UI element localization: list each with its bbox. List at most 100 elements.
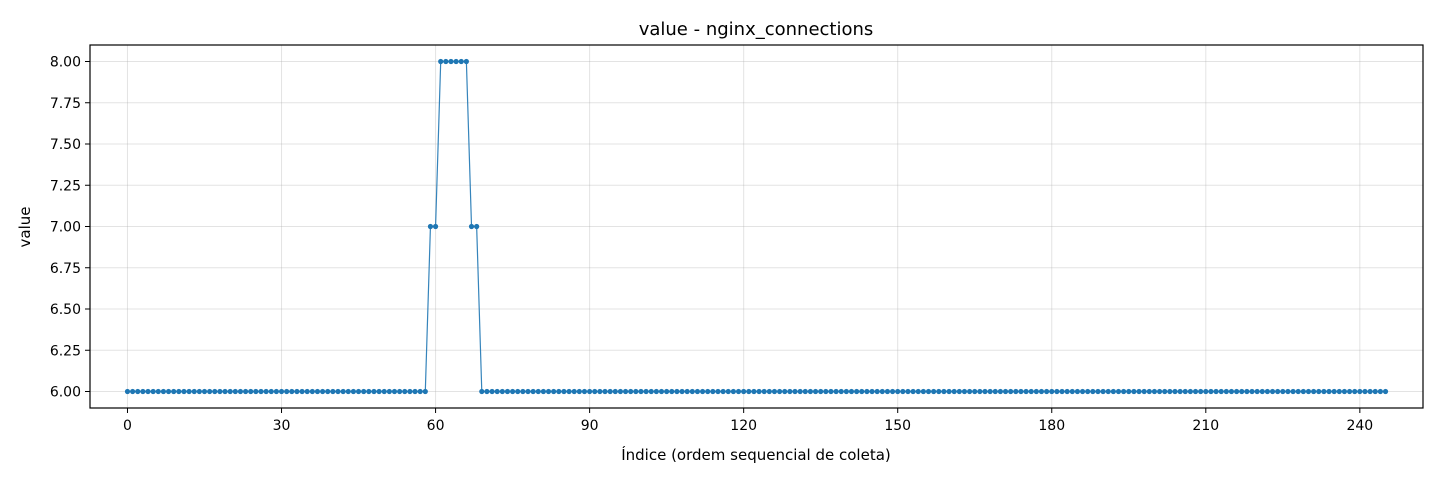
data-point (494, 388, 500, 395)
data-point (509, 388, 516, 395)
x-tick-label: 0 (123, 418, 132, 434)
data-point (1228, 388, 1235, 395)
data-point (592, 388, 598, 395)
data-point (1110, 388, 1116, 395)
data-point (551, 388, 557, 395)
data-point (648, 388, 654, 395)
data-point (961, 388, 968, 395)
data-point (284, 388, 290, 395)
data-point (191, 388, 197, 395)
x-tick-label: 210 (1192, 418, 1219, 434)
data-point (895, 388, 901, 395)
data-point (797, 388, 803, 395)
data-point (1172, 388, 1178, 395)
data-point (289, 388, 295, 395)
data-point (1285, 388, 1291, 395)
data-point (941, 388, 947, 395)
data-point (643, 388, 649, 395)
data-point (222, 388, 228, 395)
data-point (1305, 388, 1312, 395)
data-point (412, 388, 418, 395)
data-point (140, 388, 146, 395)
data-point (381, 388, 387, 395)
data-point (1105, 388, 1111, 395)
data-point (1028, 388, 1034, 395)
data-point (915, 388, 921, 395)
data-point (432, 223, 439, 230)
data-point (1162, 388, 1168, 395)
data-point (258, 388, 264, 395)
data-point (699, 388, 706, 395)
data-point (355, 388, 362, 395)
data-point (1382, 388, 1389, 395)
data-point (391, 388, 398, 395)
data-point (1295, 388, 1301, 395)
data-point (540, 388, 547, 395)
data-point (1269, 388, 1276, 395)
data-point (823, 388, 829, 395)
data-point (212, 388, 218, 395)
data-point (1192, 388, 1199, 395)
data-point (299, 388, 305, 395)
data-point (997, 388, 1004, 395)
data-point (982, 388, 988, 395)
data-point (237, 388, 244, 395)
data-point (658, 388, 665, 395)
data-point (1054, 388, 1060, 395)
data-point (602, 388, 608, 395)
chart-title: value - nginx_connections (639, 19, 874, 40)
y-tick-label: 7.00 (50, 220, 81, 236)
x-tick-label: 180 (1038, 418, 1065, 434)
data-point (407, 388, 413, 395)
data-point (135, 388, 141, 395)
data-point (905, 388, 911, 395)
x-tick-label: 30 (273, 418, 291, 434)
y-tick-label: 8.00 (50, 55, 81, 71)
data-point (340, 388, 346, 395)
data-point (1213, 388, 1219, 395)
data-point (766, 388, 772, 395)
data-point (176, 388, 182, 395)
y-tick-label: 6.50 (50, 302, 81, 318)
data-point (320, 388, 326, 395)
x-tick-label: 120 (730, 418, 757, 434)
data-point (1218, 388, 1224, 395)
data-point (920, 388, 926, 395)
data-point (1059, 388, 1065, 395)
data-point (633, 388, 639, 395)
data-point (474, 223, 480, 230)
data-point (1259, 388, 1265, 395)
data-point (1254, 388, 1260, 395)
data-point (366, 388, 372, 395)
data-point (1033, 388, 1039, 395)
data-point (777, 388, 783, 395)
data-point (972, 388, 978, 395)
data-point (1090, 388, 1096, 395)
data-point (165, 388, 172, 395)
data-point (314, 388, 321, 395)
data-point (335, 388, 341, 395)
x-tick-label: 90 (581, 418, 599, 434)
data-point (458, 58, 464, 65)
data-point (607, 388, 613, 395)
data-point (664, 388, 670, 395)
data-point (484, 388, 490, 395)
y-tick-label: 6.25 (50, 343, 81, 359)
data-point (530, 388, 536, 395)
data-point (1095, 388, 1101, 395)
data-point (1100, 388, 1106, 395)
data-point (1064, 388, 1070, 395)
data-point (227, 388, 233, 395)
data-point (525, 388, 531, 395)
data-point (1156, 388, 1163, 395)
data-point (1079, 388, 1086, 395)
data-point (1208, 388, 1214, 395)
data-point (263, 388, 269, 395)
data-point (730, 388, 736, 395)
data-point (1141, 388, 1147, 395)
data-point (1326, 388, 1332, 395)
data-point (186, 388, 192, 395)
data-point (489, 388, 495, 395)
data-point (854, 388, 860, 395)
data-point (1336, 388, 1342, 395)
